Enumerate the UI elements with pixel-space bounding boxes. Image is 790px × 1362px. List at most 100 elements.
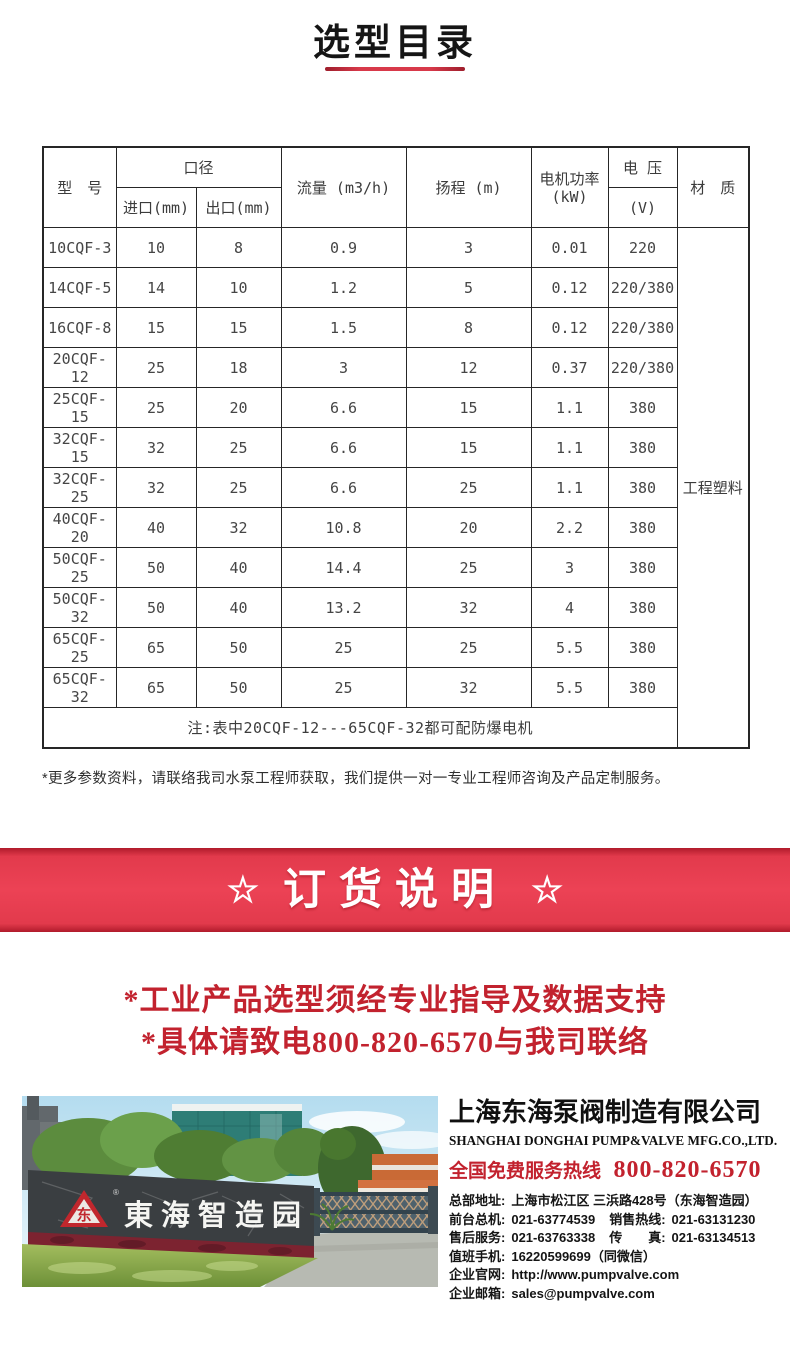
cell-outlet: 8 [195,227,282,268]
cell-head: 15 [405,387,532,428]
cell-outlet: 40 [195,547,282,588]
hotline-number: 800-820-6570 [613,1157,762,1183]
contact-line: 前台总机: 021-63774539 销售热线: 021-63131230 [449,1211,789,1230]
lawn [22,1244,318,1287]
contact-label: 前台总机: [449,1211,506,1227]
header-power: 电机功率 (kW) [530,146,609,228]
cell-flow: 14.4 [280,547,407,588]
contact-line: 总部地址: 上海市松江区 三浜路428号（东海智造园） [449,1192,789,1211]
cell-voltage: 220/380 [607,347,678,388]
table-row: 40CQF-20 40 32 10.8 20 2.2 380 [42,507,749,548]
page-title: 选型目录 [313,22,477,63]
cell-outlet: 32 [195,507,282,548]
cell-inlet: 65 [115,667,197,708]
cell-power: 5.5 [530,627,609,668]
company-name-en: SHANGHAI DONGHAI PUMP&VALVE MFG.CO.,LTD. [449,1133,778,1148]
table-row: 65CQF-32 65 50 25 32 5.5 380 [42,667,749,708]
cell-power: 2.2 [530,507,609,548]
cell-flow: 6.6 [280,387,407,428]
cell-power: 4 [530,587,609,628]
table-note: 注:表中20CQF-12---65CQF-32都可配防爆电机 [42,707,678,749]
cell-power: 1.1 [530,427,609,468]
contact-line: 企业邮箱: sales@pumpvalve.com [449,1285,789,1304]
cell-model: 32CQF-15 [42,427,117,468]
cell-inlet: 32 [115,427,197,468]
cell-head: 25 [405,467,532,508]
cell-flow: 0.9 [280,227,407,268]
cell-voltage: 380 [607,667,678,708]
cloud [309,1111,405,1133]
cell-outlet: 50 [195,627,282,668]
cell-model: 10CQF-3 [42,227,117,268]
company-name-cn: 上海东海泵阀制造有限公司 [449,1097,762,1127]
cell-outlet: 25 [195,467,282,508]
slogan-line: *工业产品选型须经专业指导及数据支持 [123,984,667,1017]
cell-voltage: 220/380 [607,307,678,348]
flower-hedge [28,1232,314,1259]
factory-entrance-photo: 东 ® 東海智造园 [22,1096,438,1287]
contact-label-2: 传 真: [609,1230,666,1246]
header-diameter: 口径 [115,146,282,188]
cell-head: 15 [405,427,532,468]
svg-text:®: ® [113,1188,119,1197]
cell-inlet: 50 [115,587,197,628]
cell-head: 20 [405,507,532,548]
contact-value: sales@pumpvalve.com [511,1285,655,1301]
cell-model: 16CQF-8 [42,307,117,348]
cell-outlet: 18 [195,347,282,388]
star-icon: ☆ [531,869,564,910]
cell-head: 3 [405,227,532,268]
cell-voltage: 380 [607,427,678,468]
title-underline [325,67,465,71]
cell-voltage: 380 [607,547,678,588]
slogan-line: *具体请致电800-820-6570与我司联络 [141,1026,649,1059]
cell-power: 0.12 [530,307,609,348]
header-power-line2: (kW) [551,187,588,206]
sign-wall [28,1170,314,1248]
cell-inlet: 15 [115,307,197,348]
hotline-label: 全国免费服务热线 [449,1161,602,1182]
cell-voltage: 380 [607,387,678,428]
cell-model: 50CQF-32 [42,587,117,628]
service-hotline: 全国免费服务热线 800-820-6570 [449,1156,789,1184]
table-row: 20CQF-12 25 18 3 12 0.37 220/380 [42,347,749,388]
cell-power: 0.12 [530,267,609,308]
table-row: 50CQF-25 50 40 14.4 25 3 380 [42,547,749,588]
table-row: 32CQF-15 32 25 6.6 15 1.1 380 [42,427,749,468]
cell-material: 工程塑料 [676,227,750,749]
cell-flow: 1.5 [280,307,407,348]
cell-flow: 10.8 [280,507,407,548]
cell-inlet: 14 [115,267,197,308]
cell-outlet: 50 [195,667,282,708]
cycad-plant [309,1203,355,1231]
cell-flow: 25 [280,627,407,668]
svg-text:东: 东 [76,1206,91,1224]
contact-label-2: 销售热线: [609,1211,666,1227]
contact-value: 021-63763338 [511,1230,596,1246]
cell-model: 40CQF-20 [42,507,117,548]
table-row: 32CQF-25 32 25 6.6 25 1.1 380 [42,467,749,508]
cell-voltage: 380 [607,587,678,628]
table-row: 50CQF-32 50 40 13.2 32 4 380 [42,587,749,628]
header-voltage-unit: (V) [607,187,678,228]
contact-value: 16220599699（同微信） [511,1248,656,1264]
contact-line: 售后服务: 021-63763338 传 真: 021-63134513 [449,1229,789,1248]
header-outlet: 出口(mm) [195,187,282,228]
contact-label: 值班手机: [449,1248,506,1264]
slogan-list: *工业产品选型须经专业指导及数据支持 *具体请致电800-820-6570与我司… [0,980,790,1064]
contact-value: 上海市松江区 三浜路428号（东海智造园） [511,1193,758,1208]
contact-line: 企业官网: http://www.pumpvalve.com [449,1266,789,1285]
cell-head: 32 [405,667,532,708]
cell-flow: 6.6 [280,427,407,468]
cell-power: 5.5 [530,667,609,708]
banner-title: 订货说明 [283,865,507,914]
selection-table: 型 号 口径 流量 (m3/h) 扬程 (m) 电机功率 (kW) 电 压 材 … [42,146,751,749]
cell-voltage: 380 [607,467,678,508]
contact-value: http://www.pumpvalve.com [511,1267,680,1283]
cell-outlet: 40 [195,587,282,628]
cell-inlet: 65 [115,627,197,668]
contact-line: 值班手机: 16220599699（同微信） [449,1248,789,1267]
company-logo-icon: 东 ® [60,1188,119,1227]
table-body: 10CQF-3 10 8 0.9 3 0.01 220 工程塑料 14CQF-5… [42,227,750,749]
cell-flow: 25 [280,667,407,708]
